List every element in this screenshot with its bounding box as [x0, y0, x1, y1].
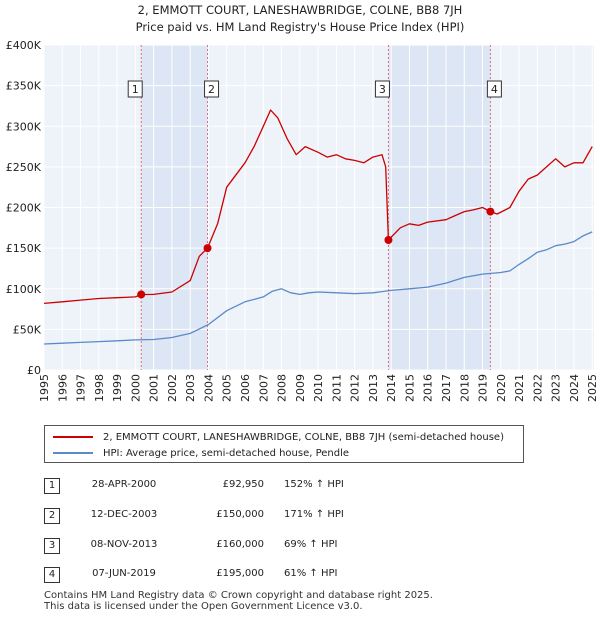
x-tick-label: 2013	[367, 374, 380, 402]
transaction-label-box	[127, 80, 143, 98]
x-tick-label: 1996	[56, 374, 69, 402]
x-tick-label: 2000	[129, 374, 142, 402]
chart-title-line2: Price paid vs. HM Land Registry's House …	[135, 20, 465, 34]
x-tick-label: 2004	[202, 374, 215, 402]
transaction-date: 07-JUN-2019	[92, 568, 156, 579]
legend-swatch-hpi	[53, 452, 93, 454]
x-tick-label: 2023	[550, 374, 563, 402]
x-tick-label: 1998	[93, 374, 106, 402]
footer-attribution: Contains HM Land Registry data © Crown c…	[44, 590, 433, 612]
transaction-price: £160,000	[216, 539, 264, 550]
x-tick-label: 2014	[385, 374, 398, 402]
transaction-price: £92,950	[222, 479, 264, 490]
transaction-marker	[203, 244, 212, 253]
legend-item-hpi: HPI: Average price, semi-detached house,…	[53, 446, 349, 460]
x-tick-label: 2006	[239, 374, 252, 402]
transaction-label-box	[204, 80, 220, 98]
transaction-number: 1	[44, 478, 60, 494]
x-tick-label: 2018	[458, 374, 471, 402]
legend-swatch-property	[53, 436, 93, 438]
transaction-label: 1	[132, 83, 139, 96]
transaction-number: 3	[44, 538, 60, 554]
y-tick-label: £100K	[6, 283, 42, 296]
y-tick-label: £150K	[6, 242, 42, 255]
y-tick-label: £0	[27, 364, 41, 377]
transaction-hpi: 61% ↑ HPI	[284, 568, 338, 579]
x-tick-label: 2008	[276, 374, 289, 402]
x-axis-tick-labels: 1995 1996 1997 1998 1999 2000 2001 2002 2003 2004…	[38, 374, 599, 402]
legend-label-hpi: HPI: Average price, semi-detached house,…	[103, 447, 350, 459]
x-tick-label: 2021	[513, 374, 526, 402]
footer-line2: This data is licensed under the Open Gov…	[44, 601, 363, 612]
chart-legend: 2, EMMOTT COURT, LANESHAWBRIDGE, COLNE, …	[44, 425, 524, 463]
transaction-marker	[137, 290, 146, 299]
x-tick-label: 2019	[477, 374, 490, 402]
x-tick-label: 2007	[257, 374, 270, 402]
y-tick-label: £200K	[6, 202, 42, 215]
chart-title-line1: 2, EMMOTT COURT, LANESHAWBRIDGE, COLNE, …	[137, 3, 463, 17]
x-tick-label: 2025	[586, 374, 599, 402]
y-axis-tick-labels: £0 £50K £100K £150K £200K £250K £300K £350K £400…	[6, 39, 42, 377]
series-line-hpi	[43, 231, 593, 345]
transaction-date: 08-NOV-2013	[90, 539, 158, 550]
transaction-number: 2	[44, 508, 60, 524]
grid-layer	[43, 44, 594, 371]
transaction-label: 4	[491, 83, 498, 96]
y-tick-label: £400K	[6, 39, 42, 52]
footer-line1: Contains HM Land Registry data © Crown c…	[44, 590, 433, 601]
x-tick-label: 2015	[403, 374, 416, 402]
x-tick-label: 2024	[568, 374, 581, 402]
x-tick-label: 2005	[221, 374, 234, 402]
transaction-marker	[486, 207, 495, 216]
y-tick-label: £250K	[6, 161, 42, 174]
x-tick-label: 1995	[38, 374, 51, 402]
y-tick-label: £50K	[13, 323, 42, 336]
transaction-date: 28-APR-2000	[91, 479, 157, 490]
transaction-label-box	[374, 80, 390, 98]
table-row: 4 07-JUN-2019 £195,000 61% ↑ HPI	[44, 567, 444, 583]
chart-title: 2, EMMOTT COURT, LANESHAWBRIDGE, COLNE, …	[0, 2, 600, 36]
x-tick-label: 2011	[330, 374, 343, 402]
transaction-hpi: 152% ↑ HPI	[284, 479, 344, 490]
x-tick-label: 2022	[531, 374, 544, 402]
y-tick-label: £350K	[6, 80, 42, 93]
transaction-marker	[384, 236, 393, 244]
table-row: 2 12-DEC-2003 £150,000 171% ↑ HPI	[44, 508, 444, 524]
series-line-property	[43, 109, 593, 305]
y-tick-label: £300K	[6, 120, 42, 133]
legend-label-property: 2, EMMOTT COURT, LANESHAWBRIDGE, COLNE, …	[103, 431, 504, 443]
price-chart: 1 2 3 4 £0 £50K £100K £150K £200K £250K £300K £350…	[6, 39, 599, 402]
table-row: 3 08-NOV-2013 £160,000 69% ↑ HPI	[44, 538, 444, 554]
transaction-date: 12-DEC-2003	[90, 509, 158, 520]
transaction-label-box	[486, 80, 502, 98]
transaction-label: 2	[208, 83, 215, 96]
transaction-price: £195,000	[216, 568, 264, 579]
x-tick-label: 2001	[148, 374, 161, 402]
x-tick-label: 2012	[349, 374, 362, 402]
x-tick-label: 2017	[440, 374, 453, 402]
x-tick-label: 2003	[184, 374, 197, 402]
transaction-price: £150,000	[216, 509, 264, 520]
x-tick-label: 2020	[495, 374, 508, 402]
transaction-hpi: 171% ↑ HPI	[284, 509, 344, 520]
transaction-hpi: 69% ↑ HPI	[284, 539, 338, 550]
x-tick-label: 2016	[422, 374, 435, 402]
transaction-label: 3	[379, 83, 386, 96]
legend-item-property: 2, EMMOTT COURT, LANESHAWBRIDGE, COLNE, …	[53, 430, 504, 444]
transaction-number: 4	[44, 567, 60, 583]
x-tick-label: 1999	[111, 374, 124, 402]
x-tick-label: 2002	[166, 374, 179, 402]
x-tick-label: 1997	[75, 374, 88, 402]
series-layer	[43, 109, 593, 345]
x-tick-label: 2009	[294, 374, 307, 402]
table-row: 1 28-APR-2000 £92,950 152% ↑ HPI	[44, 478, 444, 494]
marker-layer: 1 2 3 4	[127, 80, 502, 299]
x-tick-label: 2010	[312, 374, 325, 402]
